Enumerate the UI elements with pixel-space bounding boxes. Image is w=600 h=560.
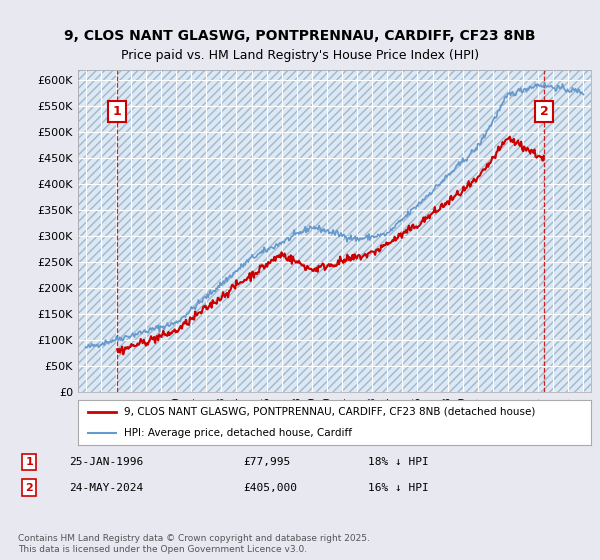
Text: £77,995: £77,995: [244, 457, 291, 467]
Text: Price paid vs. HM Land Registry's House Price Index (HPI): Price paid vs. HM Land Registry's House …: [121, 49, 479, 63]
Text: HPI: Average price, detached house, Cardiff: HPI: Average price, detached house, Card…: [124, 428, 352, 438]
Text: Contains HM Land Registry data © Crown copyright and database right 2025.: Contains HM Land Registry data © Crown c…: [18, 534, 370, 543]
Text: 2: 2: [25, 483, 33, 493]
Text: 18% ↓ HPI: 18% ↓ HPI: [368, 457, 428, 467]
Text: 1: 1: [25, 457, 33, 467]
Text: 25-JAN-1996: 25-JAN-1996: [69, 457, 143, 467]
Text: 2: 2: [540, 105, 548, 118]
Text: 24-MAY-2024: 24-MAY-2024: [69, 483, 143, 493]
Text: £405,000: £405,000: [244, 483, 298, 493]
Text: 1: 1: [112, 105, 121, 118]
Text: 16% ↓ HPI: 16% ↓ HPI: [368, 483, 428, 493]
Text: 9, CLOS NANT GLASWG, PONTPRENNAU, CARDIFF, CF23 8NB (detached house): 9, CLOS NANT GLASWG, PONTPRENNAU, CARDIF…: [124, 407, 536, 417]
Text: 9, CLOS NANT GLASWG, PONTPRENNAU, CARDIFF, CF23 8NB: 9, CLOS NANT GLASWG, PONTPRENNAU, CARDIF…: [64, 29, 536, 44]
Text: This data is licensed under the Open Government Licence v3.0.: This data is licensed under the Open Gov…: [18, 545, 307, 554]
